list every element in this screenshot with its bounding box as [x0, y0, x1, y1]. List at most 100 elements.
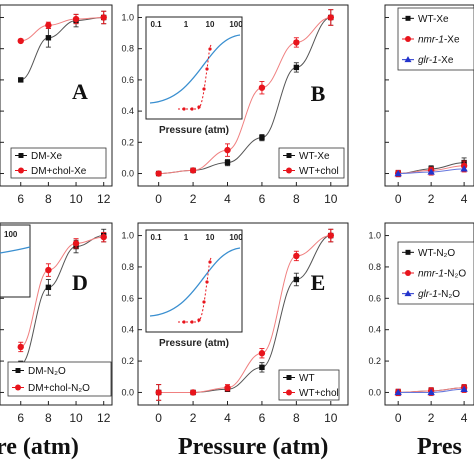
panel-d-inset: 100 [0, 224, 31, 298]
panel-d-inset-curve [0, 246, 31, 254]
panel-a-letter: A [72, 79, 88, 104]
panel-a-legend-label: DM-Xe [31, 151, 63, 162]
panel-e-inset-tick-label: 0.1 [150, 233, 162, 242]
panel-d-legend-label: DM+chol-N₂O [28, 383, 90, 394]
panel-d-legend-marker [15, 384, 21, 391]
panel-d-data-point [45, 284, 52, 291]
panel-a-legend-marker [18, 153, 24, 158]
panel-b-x-tick-label: 2 [190, 192, 197, 206]
panel-e-inset-x-label: Pressure (atm) [159, 338, 229, 349]
panel-b-series-1 [155, 9, 334, 177]
panel-b-inset-tick-label: 10 [206, 20, 215, 29]
panel-b-data-point [259, 134, 265, 141]
panel-a-legend-box [10, 147, 107, 179]
panel-f-data-point [460, 385, 468, 393]
panel-e-inset-point [182, 320, 186, 324]
panel-e-y-tick-label: 0.0 [121, 387, 134, 397]
panel-e-y-tick-label: 1.0 [121, 231, 134, 241]
panel-d-series-curve [20, 236, 104, 348]
panel-f-x-tick-label: 2 [428, 411, 435, 425]
panel-d-data-point [45, 266, 52, 274]
panel-a-data-point [45, 22, 52, 29]
panel-b-inset-point [190, 107, 194, 111]
panel-b-data-point [258, 84, 266, 91]
panel-f-y-tick-label: 0.8 [368, 262, 381, 272]
panel-f-y-tick-label: 0.0 [368, 387, 381, 397]
panel-a-frame [0, 4, 113, 187]
panel-b-legend-label: WT+chol [299, 166, 339, 177]
panel-a-x-tick-label: 10 [69, 192, 83, 206]
panel-c: 0 2 4 WT-Xe nmr-1-Xe glr-1-Xe [384, 4, 474, 206]
panel-f-frame [384, 222, 474, 406]
panel-e-x-tick-label: 4 [224, 411, 231, 425]
panel-c-data-point [427, 168, 435, 175]
panel-a-data-point [100, 14, 107, 21]
panel-b-data-point [155, 170, 162, 177]
panel-f-legend-marker [405, 270, 411, 276]
panel-f-y-tick-label: 0.2 [368, 356, 381, 366]
panel-b-y-tick-label: 0.8 [121, 44, 134, 54]
panel-e-data-point [189, 389, 197, 396]
panel-a-data-point [45, 35, 52, 41]
panel-f-legend-label: WT-N₂O [418, 248, 455, 259]
panel-c-data-point [394, 169, 402, 177]
panel-a-series-1 [17, 10, 107, 45]
panel-a-x-tick-label: 8 [45, 192, 52, 206]
panel-a-data-point [72, 15, 80, 23]
panel-a-d-x-axis-label: re (atm) [0, 434, 79, 460]
panel-b-y-tick-label: 1.0 [121, 12, 134, 22]
panel-b-inset-point [197, 105, 201, 109]
panel-b-data-point [293, 39, 300, 46]
panel-b-legend-label: WT-Xe [299, 151, 330, 162]
panel-d-legend: DM-N₂O DM+chol-N₂O [7, 361, 112, 397]
panel-f-series-2 [394, 385, 468, 397]
panel-a-series-curve [20, 16, 104, 42]
panel-b-data-point [189, 167, 197, 174]
panel-b-legend-marker [286, 153, 292, 158]
panel-b-frame [137, 4, 349, 187]
panel-e-data-point [224, 384, 231, 391]
panel-e-inset-point [190, 320, 194, 324]
panel-f-legend-marker [405, 249, 411, 255]
panel-d-legend-label: DM-N₂O [28, 366, 66, 377]
panel-c-legend-marker [405, 15, 411, 21]
panel-e-data-point [293, 276, 300, 283]
panel-e-legend: WT WT+chol [278, 369, 340, 401]
panel-a-data-point [17, 37, 24, 45]
panel-c-series-2 [394, 165, 468, 178]
panel-d-series-1 [17, 231, 107, 353]
panel-b-inset-point [205, 67, 209, 71]
panel-a: 6 8 10 12 DM-Xe DM+chol-Xe A [0, 4, 113, 206]
panel-e-x-tick-label: 8 [293, 411, 300, 425]
panel-e-inset-frame [145, 229, 243, 333]
panel-a-legend-label: DM+chol-Xe [31, 166, 87, 177]
panel-b-y-tick-label: 0.4 [121, 106, 134, 116]
panel-f-y-tick-label: 0.4 [368, 325, 381, 335]
panel-d-x-tick-label: 8 [45, 411, 52, 425]
panel-e-inset-point [208, 260, 212, 264]
panel-f-x-tick-label: 0 [395, 411, 402, 425]
panel-d: 6 8 10 12 100 DM-N₂O DM+chol-N₂O D [0, 222, 113, 425]
panel-d-x-tick-label: 10 [69, 411, 83, 425]
panel-b-inset-blue-curve [149, 34, 241, 104]
panel-b-inset-tick-label: 0.1 [150, 20, 162, 29]
panel-d-x-tick-label: 12 [97, 411, 111, 425]
panel-a-data-point [18, 77, 24, 83]
panel-f-legend-marker [404, 290, 412, 297]
panel-f-y-tick-label: 0.6 [368, 293, 381, 303]
panel-c-legend-label: nmr-1-Xe [418, 35, 460, 46]
panel-e-inset: 0.1 1 10 100 Pressure (atm) [145, 229, 243, 349]
panel-b-e-x-axis-label: Pressure (atm) [178, 434, 329, 460]
panel-e-y-tick-label: 0.4 [121, 325, 134, 335]
panel-c-frame [384, 4, 474, 187]
panel-e-inset-point [205, 280, 209, 284]
panel-e-inset-tick-label: 1 [184, 233, 189, 242]
panel-a-x-tick-label: 6 [17, 192, 24, 206]
panel-c-legend-label: WT-Xe [418, 14, 449, 25]
panel-b-inset-point [182, 107, 186, 111]
panel-b: 0 2 4 6 8 10 0.0 0.2 0.4 0.6 0.8 1.0 0.1 1 10 100 Pressu… [121, 4, 349, 206]
panel-a-legend: DM-Xe DM+chol-Xe [10, 147, 107, 179]
panel-f-legend-label: glr-1-N₂O [418, 289, 460, 300]
panel-e-x-tick-label: 10 [324, 411, 338, 425]
panel-b-inset-tick-label: 1 [184, 20, 189, 29]
